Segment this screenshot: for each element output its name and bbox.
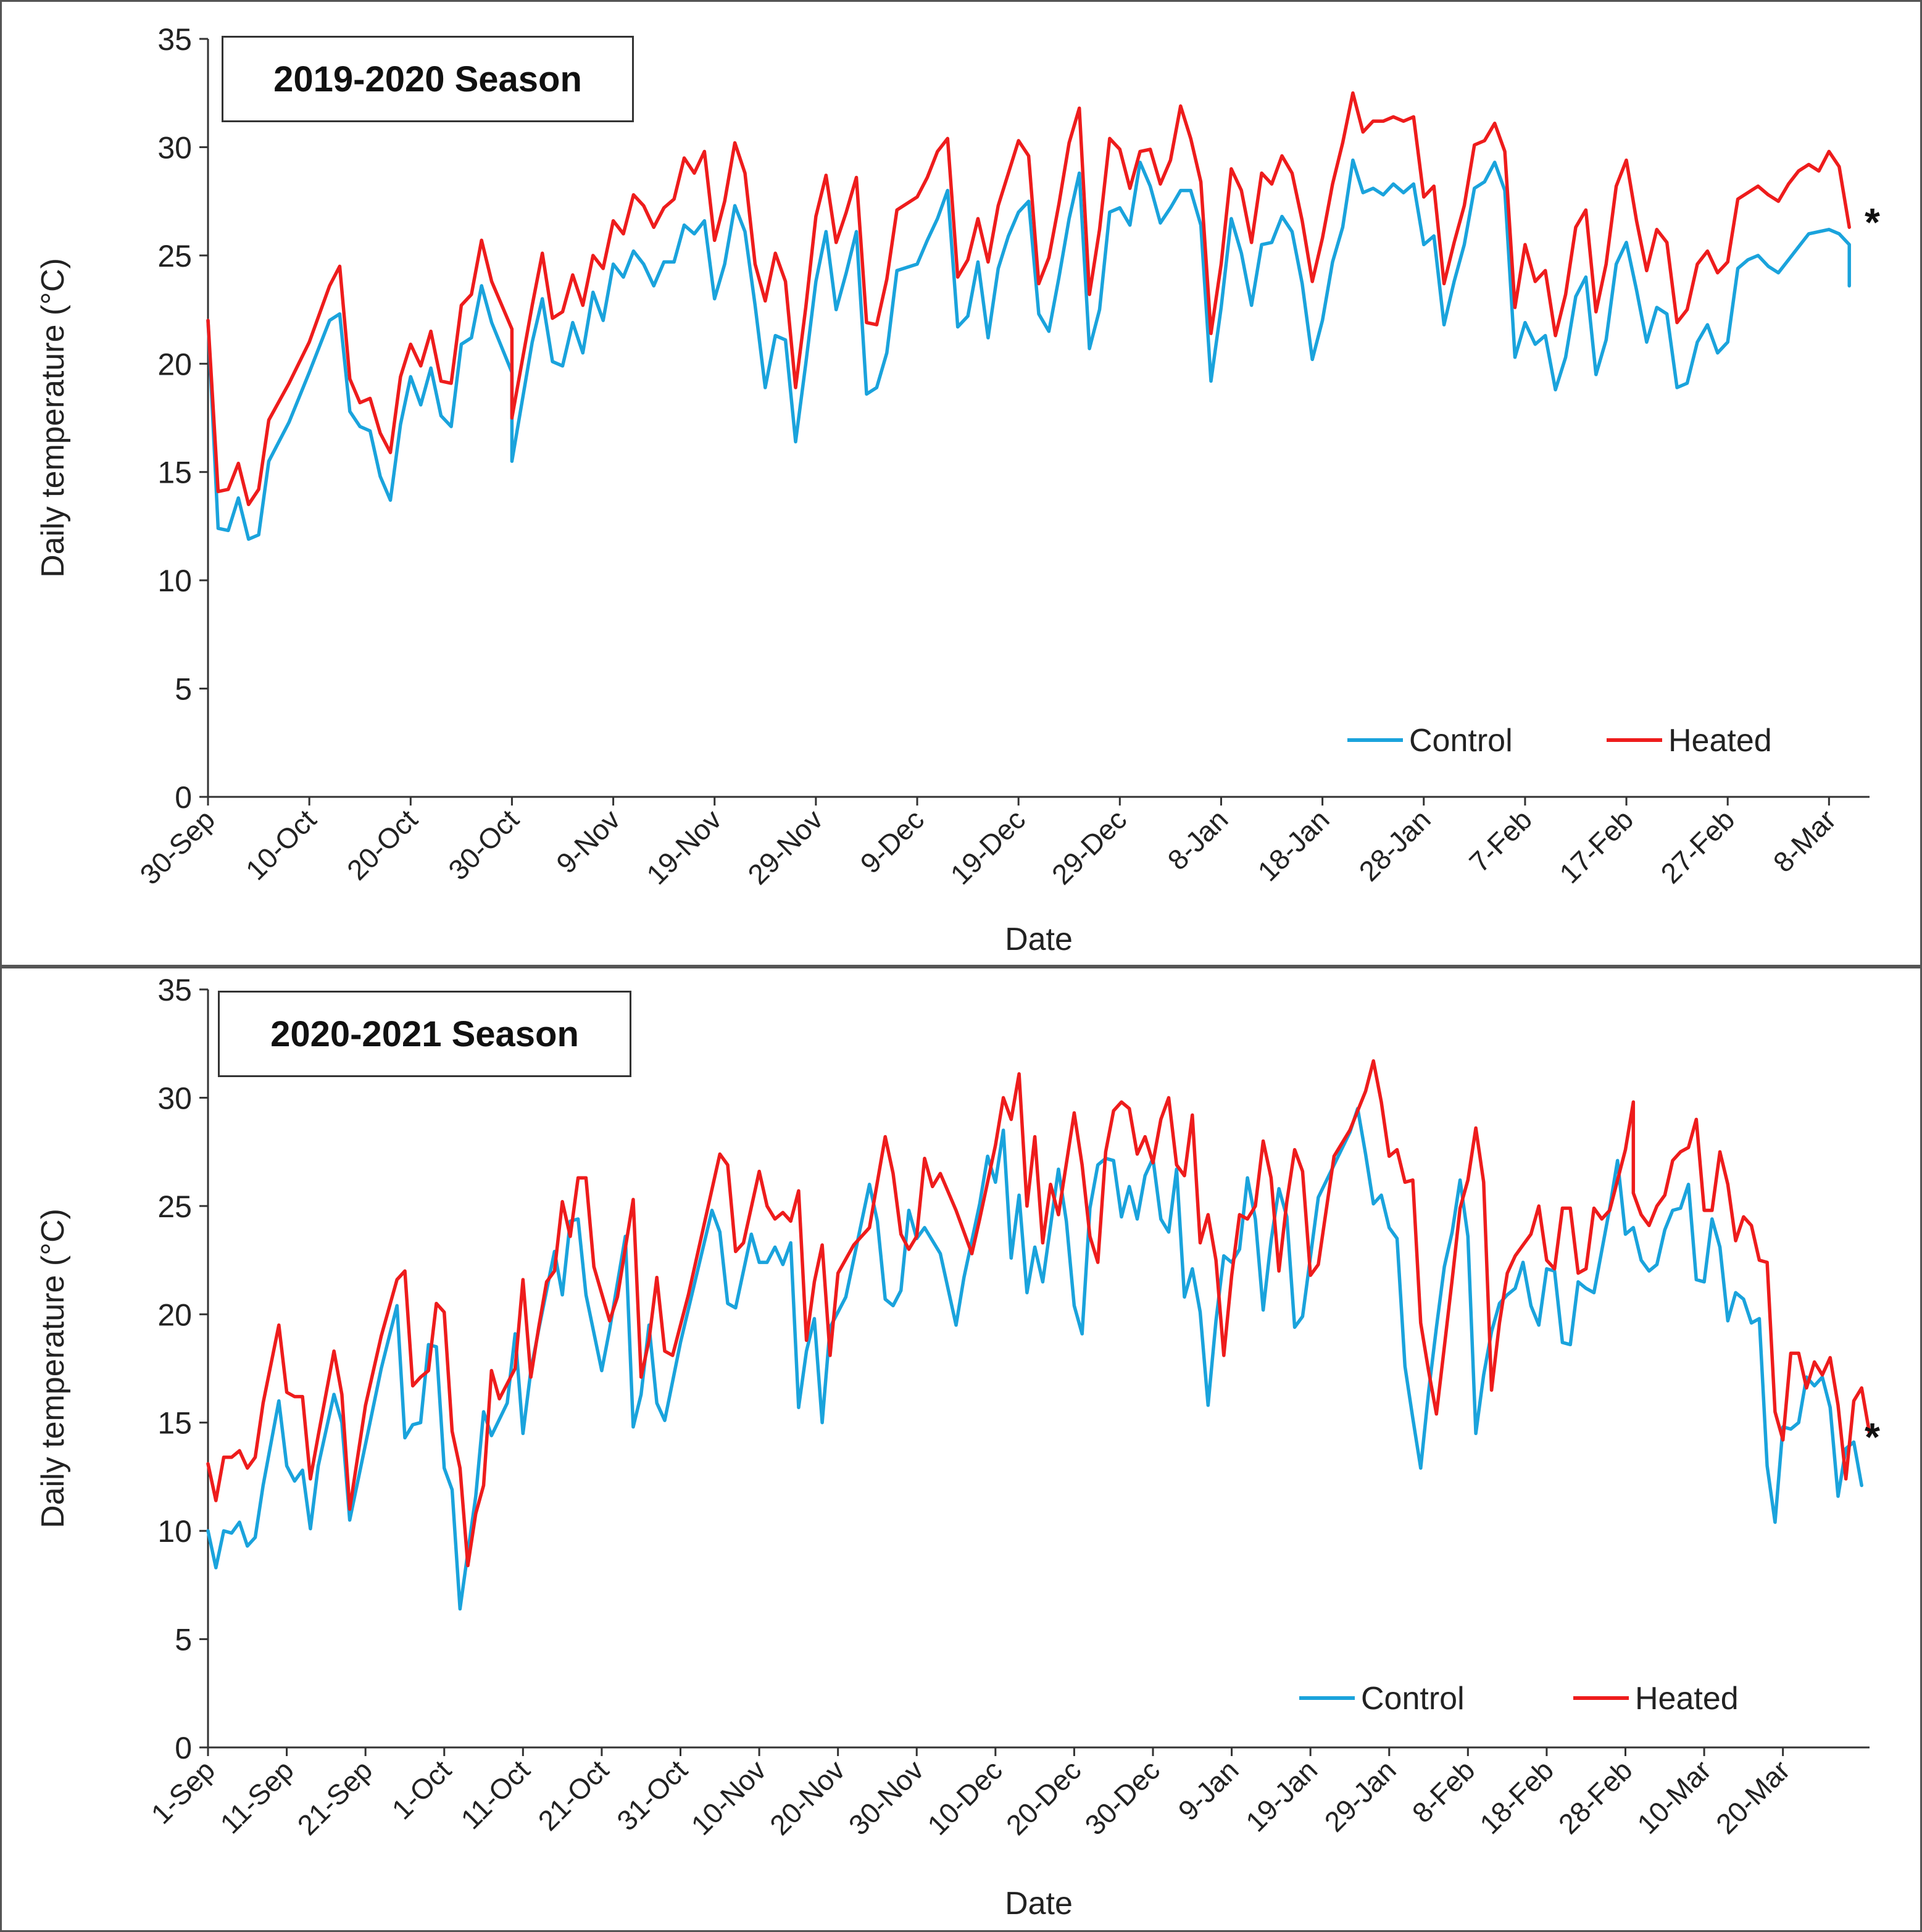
x-tick-label: 28-Jan [1353,803,1437,887]
x-tick-label: 11-Sep [214,1754,299,1839]
y-tick-label: 30 [157,130,192,165]
y-tick-label: 15 [157,456,192,490]
x-tick-label: 20-Mar [1710,1754,1796,1840]
y-tick-label: 30 [157,1081,192,1115]
y-tick-label: 10 [157,1514,192,1549]
x-axis-label: Date [1005,1886,1073,1922]
x-axis-label: Date [1005,922,1073,957]
legend-label-heated: Heated [1668,723,1772,759]
x-tick-label: 30-Sep [133,803,221,891]
chart-panel-2020-2021: 0 5 10 15 20 25 30 35 1-Sep 11-Sep 21-Sep 1-Oct 11-O… [0,967,1922,1932]
series-line-heated [206,1059,1871,1568]
x-tick-label: 19-Dec [944,803,1032,891]
x-tick-label: 9-Jan [1172,1754,1245,1826]
x-tick-label: 10-Oct [239,803,323,886]
x-tick-label: 29-Nov [741,803,829,891]
x-tick-label: 20-Oct [341,803,424,886]
x-tick-label: 7-Feb [1463,803,1538,878]
series-line-heated [206,91,1851,507]
y-tick-label: 25 [157,239,192,273]
x-tick-label: 30-Oct [442,803,525,886]
legend-label-control: Control [1361,1681,1465,1717]
x-tick-label: 21-Sep [291,1754,379,1841]
x-tick-label: 8-Feb [1406,1754,1481,1829]
x-tick-label: 20-Nov [763,1754,851,1841]
y-tick-label: 0 [175,780,192,815]
y-tick-label: 10 [157,564,192,598]
x-tick-label: 10-Dec [921,1754,1009,1841]
x-tick-label: 27-Feb [1654,803,1741,889]
x-tick-label: 18-Feb [1473,1754,1560,1840]
y-tick-label: 35 [157,22,192,57]
y-tick-label: 25 [157,1189,192,1224]
y-tick-label: 5 [175,672,192,707]
series-line-control [206,1107,1863,1611]
x-tick-label: 17-Feb [1553,803,1639,889]
chart-title: 2020-2021 Season [218,991,631,1077]
x-tick-label: 10-Mar [1631,1754,1717,1840]
x-tick-label: 29-Jan [1318,1754,1402,1838]
x-tick-label: 8-Jan [1161,803,1234,876]
x-tick-label: 30-Dec [1078,1754,1166,1841]
x-tick-label: 11-Oct [454,1754,536,1835]
y-axis-label: Daily temperature (°C) [35,258,71,578]
x-tick-label: 28-Feb [1552,1754,1639,1840]
y-tick-label: 15 [157,1406,192,1441]
y-axis-label: Daily temperature (°C) [35,1209,71,1528]
x-tick-label: 21-Oct [532,1754,615,1837]
x-tick-label: 9-Nov [550,803,626,880]
chart-svg-2019-2020: 0 5 10 15 20 25 30 35 30-Sep 10-Oct 20-Oct 30-Oct 9-… [35,22,1870,957]
y-tick-label: 20 [157,347,192,381]
x-tick-label: 10-Nov [685,1754,773,1841]
chart-title: 2019-2020 Season [222,36,634,122]
x-tick-label: 20-Dec [1000,1754,1088,1841]
x-tick-label: 31-Oct [610,1754,694,1837]
significance-annotation: * [1865,1415,1880,1459]
x-tick-label: 9-Dec [854,803,931,880]
x-tick-label: 30-Nov [842,1754,930,1841]
y-tick-label: 5 [175,1623,192,1657]
x-tick-label: 18-Jan [1251,803,1335,887]
x-tick-label: 1-Oct [386,1754,457,1825]
y-tick-label: 20 [157,1297,192,1332]
x-tick-label: 8-Mar [1767,803,1842,878]
y-tick-label: 0 [175,1731,192,1765]
legend-label-heated: Heated [1635,1681,1739,1717]
y-tick-label: 35 [157,973,192,1007]
x-tick-label: 19-Jan [1239,1754,1323,1838]
x-tick-label: 29-Dec [1046,803,1133,891]
chart-panel-2019-2020: 0 5 10 15 20 25 30 35 30-Sep 10-Oct 20-Oct 30-Oct 9-… [0,0,1922,967]
legend-label-control: Control [1409,723,1513,759]
x-tick-label: 19-Nov [640,803,728,891]
significance-annotation: * [1865,200,1880,244]
